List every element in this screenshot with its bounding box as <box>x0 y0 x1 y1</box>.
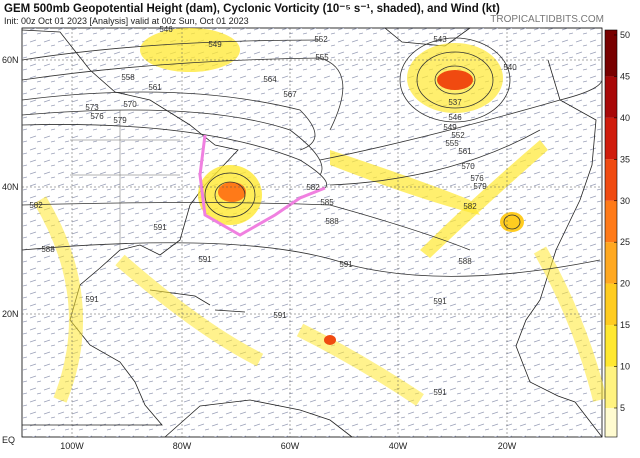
contour-label: 591 <box>198 255 212 264</box>
colorbar-band <box>605 407 617 437</box>
lat-label: 20N <box>2 309 19 319</box>
colorbar-tick-label: 40 <box>620 113 630 123</box>
trough-line <box>198 134 326 237</box>
contour-label: 588 <box>325 217 339 226</box>
colorbar-band <box>605 76 617 118</box>
contour-label: 561 <box>458 147 472 156</box>
contour-label: 540 <box>503 63 517 72</box>
vorticity-shading <box>33 28 607 406</box>
contour-label: 564 <box>263 75 277 84</box>
colorbar-band <box>605 117 617 160</box>
colorbar-band <box>605 366 617 408</box>
colorbar-tick-label: 50 <box>620 30 630 40</box>
subtitle: Init: 00z Oct 01 2023 [Analysis] valid a… <box>4 16 249 26</box>
contour-label: 576 <box>470 174 484 183</box>
contour-label: 591 <box>433 388 447 397</box>
contour-label: 582 <box>306 183 320 192</box>
contour-label: 543 <box>433 35 447 44</box>
contour-label: 582 <box>29 201 43 210</box>
contour-label: 537 <box>448 98 462 107</box>
contour-label: 546 <box>159 25 173 34</box>
lon-label: 20W <box>498 441 517 451</box>
colorbar-frame <box>604 29 618 438</box>
contour-label: 576 <box>90 112 104 121</box>
colorbar-band <box>605 200 617 243</box>
contour-label: 573 <box>85 103 99 112</box>
contour-label: 570 <box>123 100 137 109</box>
contour-label: 588 <box>41 245 55 254</box>
colorbar-tick-label: 20 <box>620 279 630 289</box>
lat-label: 40N <box>2 182 19 192</box>
contour-label: 591 <box>339 260 353 269</box>
colorbar-tick-label: 35 <box>620 154 630 164</box>
height-contours <box>21 37 603 277</box>
colorbar-tick-label: 25 <box>620 237 630 247</box>
wind-barbs <box>22 28 602 437</box>
contour-label: 549 <box>443 123 457 132</box>
lon-label: 60W <box>281 441 300 451</box>
axes: 60N 40N 20N EQ 100W 80W 60W 40W 20W <box>2 55 517 451</box>
contour-label: 582 <box>463 202 477 211</box>
contour-label: 546 <box>448 113 462 122</box>
contour-label: 558 <box>121 73 135 82</box>
lat-label: 60N <box>2 55 19 65</box>
contour-label: 555 <box>445 139 459 148</box>
coastlines <box>21 27 603 438</box>
graticule <box>22 28 602 437</box>
contour-label: 591 <box>153 223 167 232</box>
colorbar: 5 10 15 20 25 30 35 40 45 50 <box>604 29 630 438</box>
colorbar-band <box>605 242 617 284</box>
title: GEM 500mb Geopotential Height (dam), Cyc… <box>4 3 500 15</box>
contour-label: 567 <box>283 90 297 99</box>
brand: TROPICALTIDBITS.COM <box>490 14 604 25</box>
colorbar-tick-label: 15 <box>620 320 630 330</box>
lon-label: 80W <box>173 441 192 451</box>
contour-label: 555 <box>315 53 329 62</box>
contour-label: 552 <box>314 35 328 44</box>
colorbar-band <box>605 325 617 367</box>
lat-label: EQ <box>2 435 15 445</box>
contour-label: 591 <box>433 297 447 306</box>
contour-label: 579 <box>473 182 487 191</box>
colorbar-tick-label: 5 <box>620 403 625 413</box>
contour-label: 570 <box>461 162 475 171</box>
colorbar-band <box>605 283 617 326</box>
lon-label: 100W <box>60 441 84 451</box>
contour-label: 549 <box>208 40 222 49</box>
lon-label: 40W <box>389 441 408 451</box>
colorbar-tick-label: 10 <box>620 362 630 372</box>
colorbar-tick-label: 45 <box>620 71 630 81</box>
contour-label: 585 <box>320 198 334 207</box>
colorbar-band <box>605 159 617 201</box>
contour-label: 579 <box>113 116 127 125</box>
contour-label: 591 <box>85 295 99 304</box>
contour-label: 588 <box>458 257 472 266</box>
contour-label: 591 <box>273 311 287 320</box>
contour-label: 561 <box>148 83 162 92</box>
colorbar-band <box>605 30 617 77</box>
colorbar-tick-label: 30 <box>620 196 630 206</box>
contour-label: 552 <box>451 131 465 140</box>
